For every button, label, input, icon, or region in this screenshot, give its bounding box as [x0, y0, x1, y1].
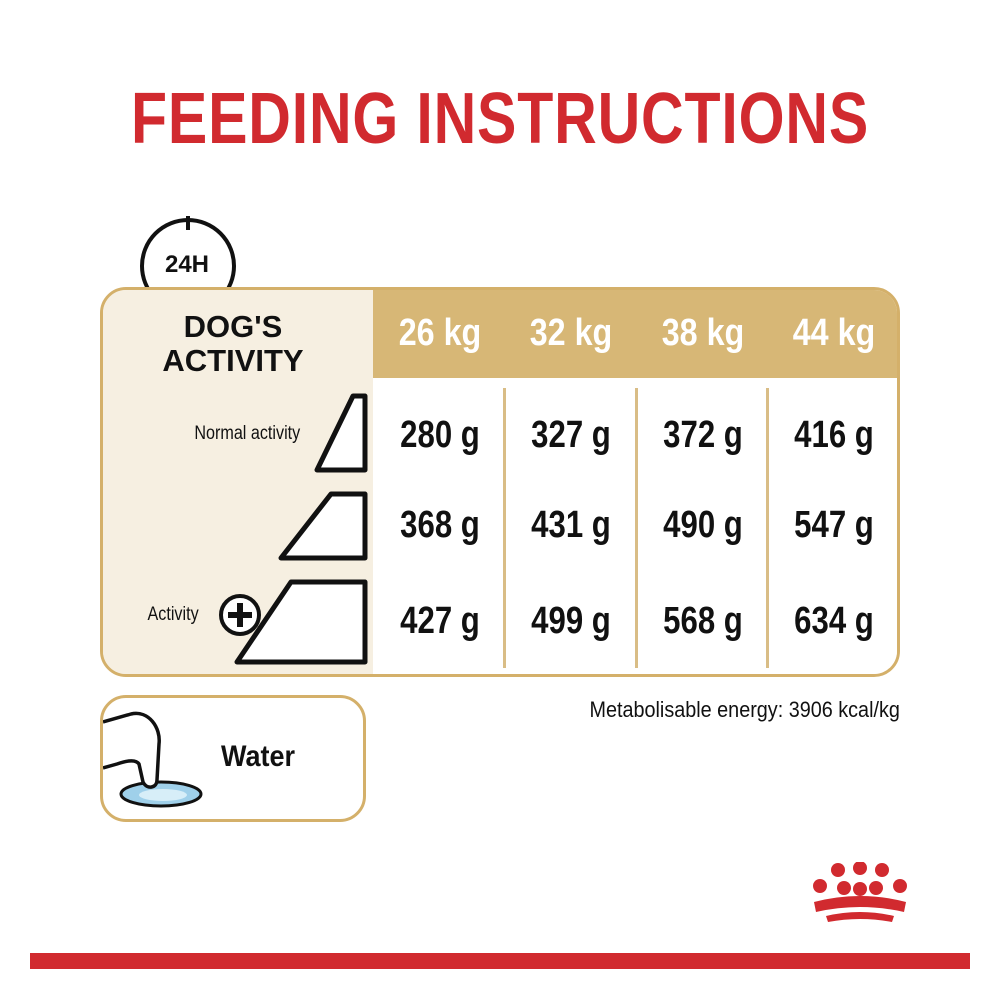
- weight-header-26: 26 kg: [398, 312, 482, 354]
- table-cell: 416 g: [794, 414, 874, 456]
- weight-header-44: 44 kg: [792, 312, 876, 354]
- activity-heading-line2: ACTIVITY: [162, 343, 304, 378]
- royal-canin-crown-logo: [813, 862, 907, 922]
- activity-triangle-icon: [234, 393, 368, 665]
- table-cell: 547 g: [794, 504, 874, 546]
- weight-header-38: 38 kg: [661, 312, 745, 354]
- clock-label: 24H: [152, 250, 222, 280]
- column-divider: [503, 388, 506, 668]
- energy-note: Metabolisable energy: 3906 kcal/kg: [589, 697, 900, 722]
- weight-header-band: [373, 290, 897, 378]
- table-cell: 568 g: [663, 600, 743, 642]
- table-cell: 280 g: [400, 414, 480, 456]
- water-box: Water: [100, 695, 366, 822]
- table-cell: 368 g: [400, 504, 480, 546]
- feeding-table: DOG'S ACTIVITY 26 kg 32 kg 38 kg 44 kg N…: [100, 287, 900, 677]
- page-title: FEEDING INSTRUCTIONS: [130, 79, 870, 159]
- water-bowl-icon: [103, 711, 203, 808]
- activity-heading: DOG'S ACTIVITY: [133, 310, 333, 378]
- water-label: Water: [221, 740, 296, 773]
- row-label-activity: Activity: [147, 604, 199, 625]
- table-cell: 431 g: [531, 504, 611, 546]
- table-cell: 499 g: [531, 600, 611, 642]
- table-cell: 634 g: [794, 600, 874, 642]
- bottom-red-bar: [30, 953, 970, 969]
- weight-header-32: 32 kg: [529, 312, 613, 354]
- column-divider: [766, 388, 769, 668]
- column-divider: [635, 388, 638, 668]
- table-cell: 372 g: [663, 414, 743, 456]
- table-cell: 427 g: [400, 600, 480, 642]
- plus-icon: [219, 594, 261, 636]
- row-label-normal-activity: Normal activity: [194, 423, 301, 444]
- table-cell: 490 g: [663, 504, 743, 546]
- activity-heading-line1: DOG'S: [183, 309, 283, 344]
- table-cell: 327 g: [531, 414, 611, 456]
